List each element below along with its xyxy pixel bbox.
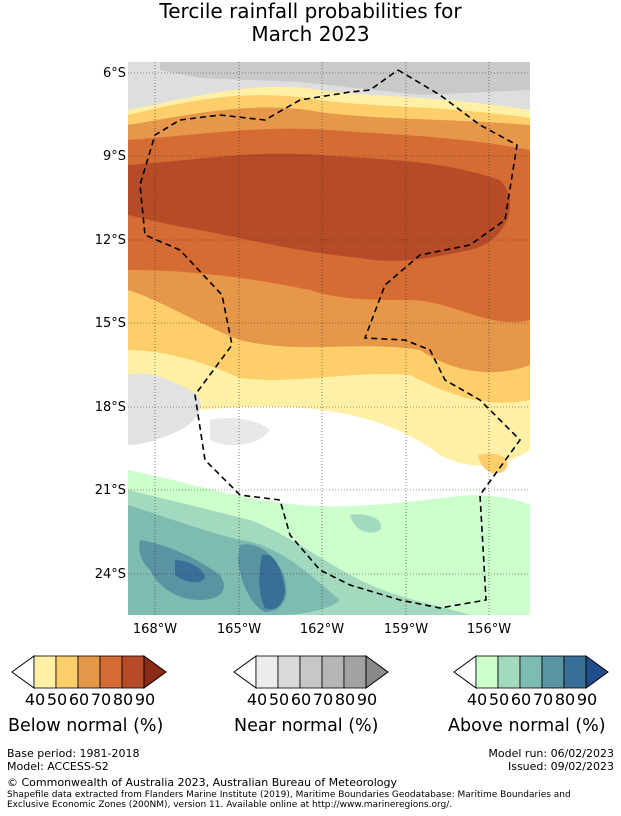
colorbar-swatch	[77, 655, 101, 689]
title-line-1: Tercile rainfall probabilities for	[159, 0, 462, 23]
lat-label-21s: 21°S	[94, 483, 126, 498]
colorbar-extend-low	[11, 655, 35, 689]
shapefile-credit-1: Shapefile data extracted from Flanders M…	[7, 790, 571, 800]
issued-date: Issued: 09/02/2023	[507, 760, 614, 773]
tick-label: 50	[268, 690, 290, 709]
tick-label: 90	[576, 690, 598, 709]
colorbar-swatch	[99, 655, 123, 689]
tick-label: 80	[554, 690, 576, 709]
colorbar-swatch	[121, 655, 145, 689]
colorbar-swatch	[55, 655, 79, 689]
tick-label: 50	[46, 690, 68, 709]
tick-label: 60	[510, 690, 532, 709]
tick-label: 90	[134, 690, 156, 709]
tick-label: 90	[356, 690, 378, 709]
colorbar-swatch	[563, 655, 587, 689]
tick-label: 70	[532, 690, 554, 709]
lon-label-168w: 168°W	[132, 622, 178, 637]
colorbar-extend-high	[585, 655, 609, 689]
colorbar-swatch	[519, 655, 543, 689]
colorbar-near-normal	[233, 655, 389, 689]
eez-boundary	[139, 69, 522, 609]
colorbar-swatch	[299, 655, 323, 689]
lat-label-15s: 15°S	[94, 316, 126, 331]
colorbar-above-title: Above normal (%)	[448, 716, 606, 736]
tick-label: 80	[112, 690, 134, 709]
copyright-notice: © Commonwealth of Australia 2023, Austra…	[7, 776, 397, 789]
probability-map	[128, 62, 530, 615]
title-line-2: March 2023	[251, 22, 370, 46]
colorbar-below-normal	[11, 655, 167, 689]
colorbar-extend-high	[365, 655, 389, 689]
lon-label-156w: 156°W	[466, 622, 512, 637]
lat-label-9s: 9°S	[102, 149, 126, 164]
colorbar-swatch	[255, 655, 279, 689]
colorbar-near-title: Near normal (%)	[234, 716, 379, 736]
shapefile-credit-2: Exclusive Economic Zones (200NM), versio…	[7, 800, 453, 810]
lat-label-6s: 6°S	[102, 66, 126, 81]
lat-label-12s: 12°S	[94, 233, 126, 248]
lon-label-162w: 162°W	[299, 622, 345, 637]
tick-label: 60	[68, 690, 90, 709]
graticule	[128, 62, 530, 615]
tick-label: 70	[90, 690, 112, 709]
colorbar-swatch	[321, 655, 345, 689]
map-title: Tercile rainfall probabilities for March…	[0, 0, 621, 46]
model-run-date: Model run: 06/02/2023	[488, 747, 614, 760]
lat-label-24s: 24°S	[94, 567, 126, 582]
tick-label: 60	[290, 690, 312, 709]
tick-label: 80	[334, 690, 356, 709]
tick-label: 40	[466, 690, 488, 709]
lon-label-165w: 165°W	[216, 622, 262, 637]
lat-label-18s: 18°S	[94, 400, 126, 415]
colorbar-extend-high	[143, 655, 167, 689]
tick-label: 50	[488, 690, 510, 709]
colorbar-extend-low	[233, 655, 257, 689]
colorbar-above-normal	[453, 655, 609, 689]
tick-label: 40	[246, 690, 268, 709]
colorbar-swatch	[475, 655, 499, 689]
colorbar-swatch	[541, 655, 565, 689]
colorbar-swatch	[497, 655, 521, 689]
colorbar-swatch	[33, 655, 57, 689]
probability-shading	[128, 62, 530, 615]
base-period: Base period: 1981-2018	[7, 747, 140, 760]
colorbar-extend-low	[453, 655, 477, 689]
tick-label: 70	[312, 690, 334, 709]
colorbar-below-title: Below normal (%)	[8, 716, 164, 736]
colorbar-swatch	[277, 655, 301, 689]
lon-label-159w: 159°W	[383, 622, 429, 637]
tick-label: 40	[24, 690, 46, 709]
colorbar-swatch	[343, 655, 367, 689]
model-name: Model: ACCESS-S2	[7, 760, 109, 773]
